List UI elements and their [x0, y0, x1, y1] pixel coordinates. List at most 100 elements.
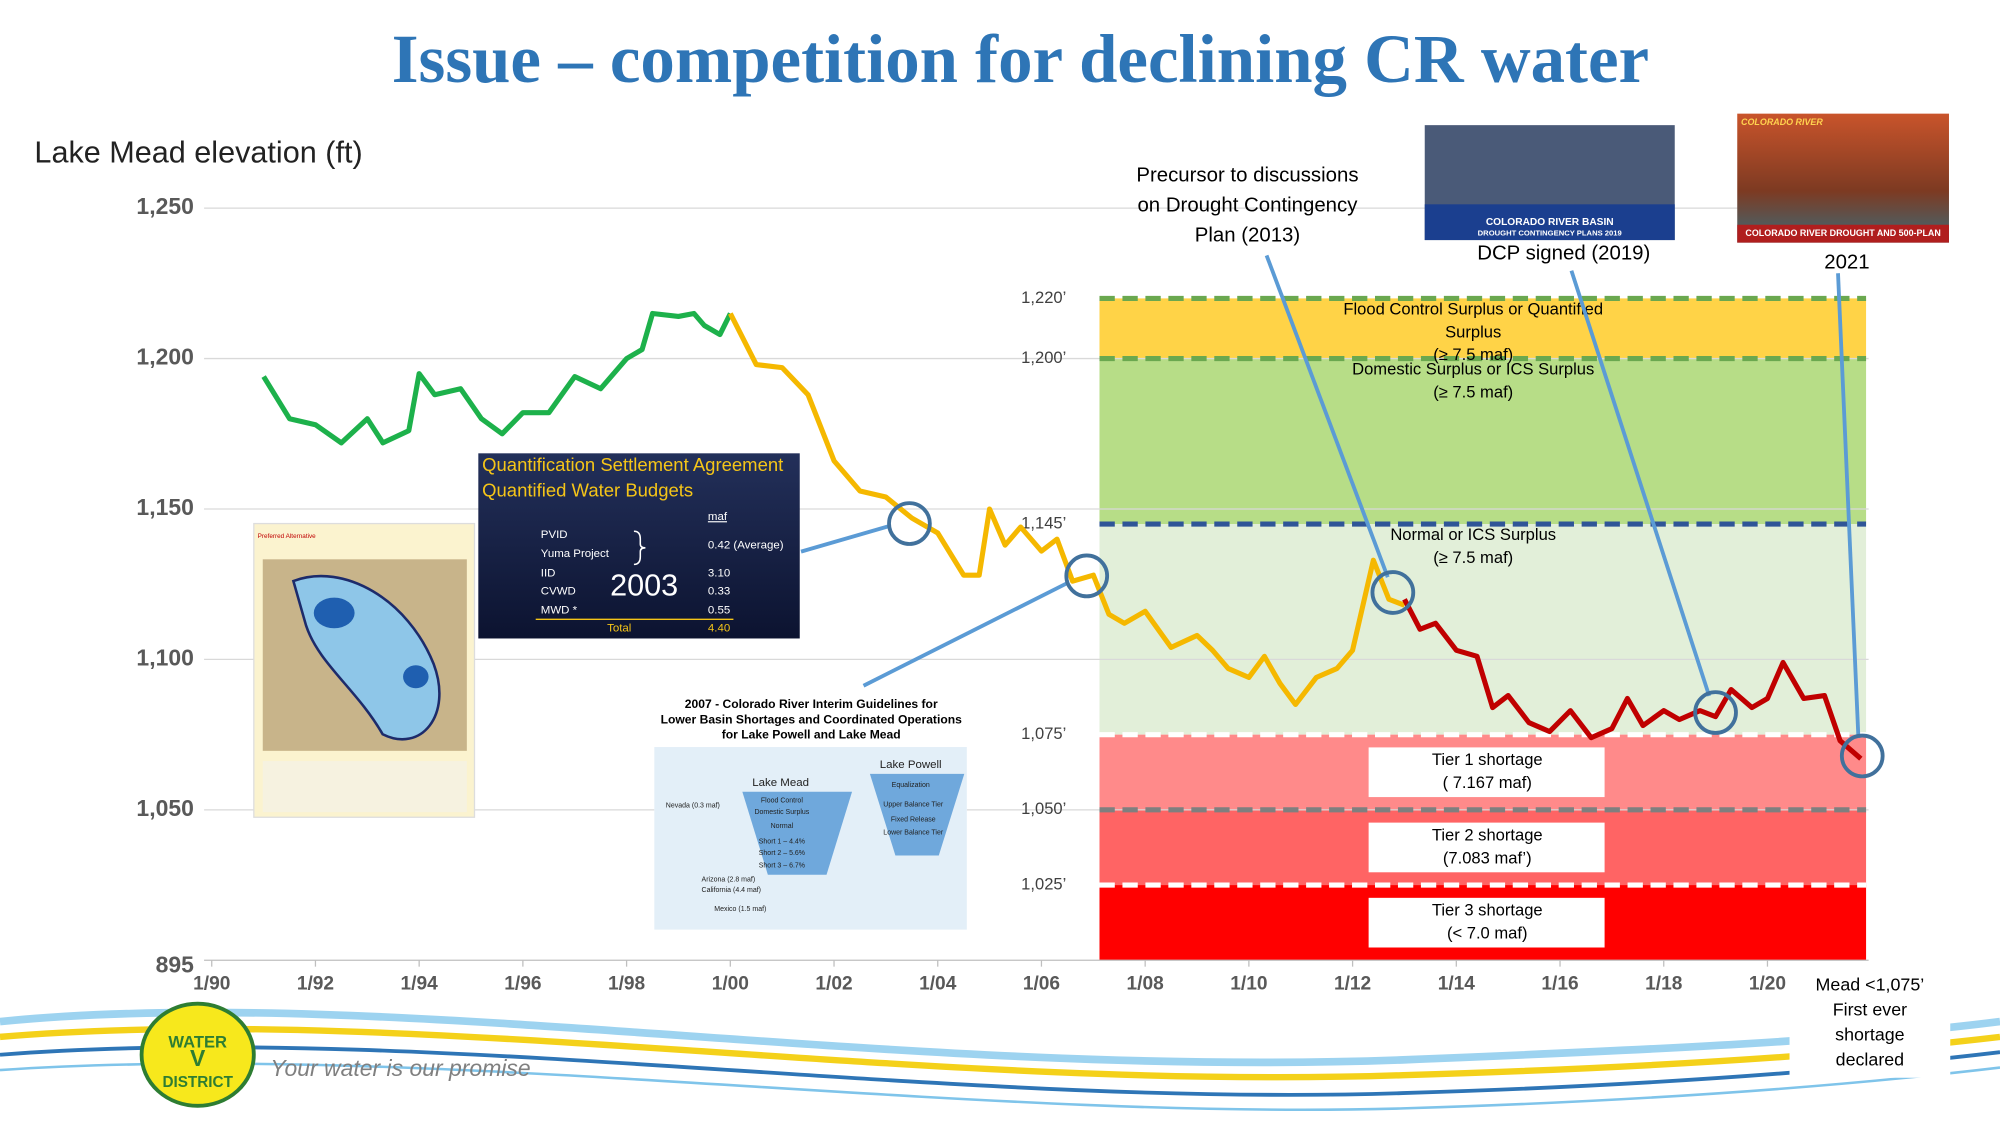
qsa-row-label: Total: [607, 622, 631, 634]
pointer: [862, 581, 1068, 688]
x-tick-label: 1/08: [1127, 974, 1165, 995]
guidelines-label: Flood Control: [761, 798, 803, 805]
zone-label: Tier 1 shortage: [1432, 750, 1543, 769]
zone-label: (7.083 maf’): [1443, 848, 1532, 867]
guidelines-label: California (4.4 maf): [702, 887, 761, 894]
zone-label: Tier 2 shortage: [1432, 825, 1543, 844]
highlight-circle: [1064, 553, 1110, 599]
pointer: [800, 524, 890, 554]
annotation: DCP signed (2019): [1477, 242, 1650, 264]
pointer: [1569, 270, 1712, 697]
river-photo-banner: [1737, 224, 1949, 243]
insets: Preferred Alternative Quantification Sett…: [253, 113, 1949, 930]
annotation: on Drought Contingency: [1137, 195, 1358, 217]
zone-label: Tier 3 shortage: [1432, 901, 1543, 920]
y-tick-label: 895: [156, 952, 195, 978]
annotation: Mead <1,075’: [1816, 975, 1925, 995]
dcp-photo-table: [1424, 204, 1675, 241]
qsa-title: Quantified Water Budgets: [482, 480, 693, 501]
x-tick-label: 1/16: [1541, 974, 1578, 995]
y-tick-label: 1,150: [136, 494, 193, 520]
powell-reservoir: [869, 773, 965, 856]
qsa-row-label: CVWD: [541, 585, 576, 597]
zone-label: Normal or ICS Surplus: [1390, 525, 1556, 544]
guidelines-label: Upper Balance Tier: [883, 801, 944, 808]
y-tick-label: 1,050: [136, 795, 193, 821]
guidelines-title: Lower Basin Shortages and Coordinated Op…: [661, 712, 963, 726]
y-tick-label: 1,250: [136, 193, 193, 219]
zone-label: Flood Control Surplus or Quantified: [1343, 299, 1603, 318]
x-tick-label: 1/90: [193, 974, 230, 995]
guidelines-label: Mexico (1.5 maf): [714, 906, 766, 913]
x-tick-label: 1/00: [712, 974, 749, 995]
logo-badge: [139, 1001, 256, 1108]
zone-label-box: [1368, 747, 1605, 798]
x-tick-label: 1/04: [919, 974, 957, 995]
annotation: Plan (2013): [1195, 225, 1300, 247]
guidelines-label: Normal: [771, 823, 794, 830]
zone-tick-label: 1,200’: [1021, 348, 1066, 367]
zone-tick-label: 1,025’: [1021, 874, 1066, 893]
guidelines-label: Short 1 – 4.4%: [759, 838, 805, 845]
zone-tick-label: 1,145’: [1021, 513, 1066, 532]
pointer: [1836, 273, 1861, 739]
x-tick-label: 1/12: [1334, 974, 1371, 995]
zone-label-box: [1368, 822, 1605, 873]
qsa-inset: [478, 453, 800, 639]
zone-label: ( 7.167 maf): [1443, 773, 1532, 792]
guidelines-label: Nevada (0.3 maf): [666, 803, 720, 810]
river-photo-text: COLORADO RIVER DROUGHT AND 500-PLAN: [1745, 228, 1940, 238]
logo-text: V: [190, 1045, 206, 1071]
highlight-circle: [1839, 733, 1885, 779]
zone: [1099, 298, 1867, 359]
x-tick-label: 1/10: [1230, 974, 1267, 995]
qsa-row-value: 0.42 (Average): [708, 539, 784, 551]
zone-tick-label: 1,050’: [1021, 799, 1066, 818]
pointer: [1264, 254, 1390, 578]
x-tick-label: 1/96: [504, 974, 541, 995]
elevation-line: [261, 310, 733, 446]
highlight-circle: [887, 501, 932, 546]
qsa-row-value: 3.10: [708, 567, 730, 579]
zone-label: (≥ 7.5 maf): [1433, 345, 1513, 364]
annotation: declared: [1836, 1050, 1904, 1070]
map-legend: [262, 761, 467, 813]
guidelines-label: Short 3 – 6.7%: [759, 863, 805, 870]
pointers: [800, 254, 1861, 739]
wave: [0, 1062, 2000, 1112]
tagline: Your water is our promise: [270, 1055, 530, 1081]
qsa-row-label: MWD *: [541, 604, 578, 616]
qsa-row-label: IID: [541, 567, 556, 579]
elevation-line: [1402, 598, 1863, 761]
guidelines-label: Lake Powell: [880, 759, 942, 771]
qsa-title: Quantification Settlement Agreement: [482, 454, 783, 475]
guidelines-label: Fixed Release: [891, 817, 936, 824]
x-tick-label: 1/14: [1438, 974, 1476, 995]
qsa-row-value: 0.33: [708, 585, 730, 597]
slide-title: Issue – competition for declining CR wat…: [392, 21, 1649, 97]
guidelines-label: Lower Balance Tier: [883, 829, 944, 836]
guidelines-title: for Lake Powell and Lake Mead: [722, 728, 901, 742]
mead-reservoir: [742, 791, 853, 875]
river-photo-text: COLORADO RIVER: [1741, 117, 1823, 127]
zone-label-box: [1368, 897, 1605, 948]
highlight-circle: [1370, 570, 1416, 615]
x-tick-label: 1/02: [815, 974, 852, 995]
zone-label: (< 7.0 maf): [1447, 924, 1528, 943]
annotation: 2021: [1824, 251, 1869, 273]
map-lake-core: [403, 665, 429, 689]
zone-label: Domestic Surplus or ICS Surplus: [1352, 359, 1594, 378]
guidelines-label: Equalization: [892, 782, 930, 789]
elevation-line: [728, 312, 1406, 708]
zone-label: Surplus: [1445, 322, 1501, 341]
y-tick-label: 1,200: [136, 344, 193, 370]
zone-tick-label: 1,075’: [1021, 724, 1066, 743]
qsa-row-label: PVID: [541, 529, 568, 541]
annotation-bg: [1789, 970, 1951, 1078]
qsa-year: 2003: [610, 568, 678, 602]
map-lake-core: [313, 597, 355, 629]
logo-text: WATER: [168, 1033, 227, 1052]
x-tick-label: 1/18: [1645, 974, 1683, 995]
x-tick-label: 1/94: [401, 974, 439, 995]
